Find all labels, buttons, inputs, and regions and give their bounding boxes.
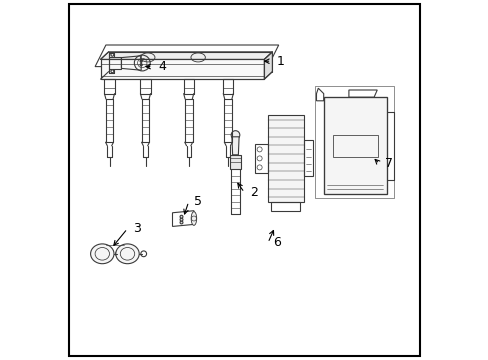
Text: 6: 6 — [273, 237, 281, 249]
Bar — [303, 140, 312, 176]
Bar — [255, 144, 267, 173]
Text: 2: 2 — [249, 186, 257, 199]
Ellipse shape — [191, 212, 196, 225]
Text: 5: 5 — [194, 195, 202, 208]
Text: 3: 3 — [133, 222, 141, 235]
Polygon shape — [101, 59, 264, 79]
Bar — [271, 202, 300, 211]
Circle shape — [231, 131, 239, 139]
Ellipse shape — [116, 244, 139, 264]
Ellipse shape — [90, 244, 114, 264]
Polygon shape — [264, 52, 272, 79]
Bar — [323, 97, 386, 194]
Polygon shape — [229, 155, 241, 169]
Circle shape — [111, 70, 114, 73]
Bar — [267, 115, 303, 202]
Circle shape — [140, 64, 142, 66]
Bar — [332, 135, 377, 157]
Circle shape — [140, 60, 142, 62]
Polygon shape — [231, 137, 239, 155]
Circle shape — [180, 215, 183, 218]
Text: 4: 4 — [158, 60, 165, 73]
Circle shape — [180, 218, 183, 221]
Polygon shape — [101, 52, 272, 59]
Circle shape — [111, 53, 114, 56]
Circle shape — [180, 221, 183, 224]
Text: 1: 1 — [276, 55, 284, 68]
Text: 7: 7 — [384, 157, 392, 170]
